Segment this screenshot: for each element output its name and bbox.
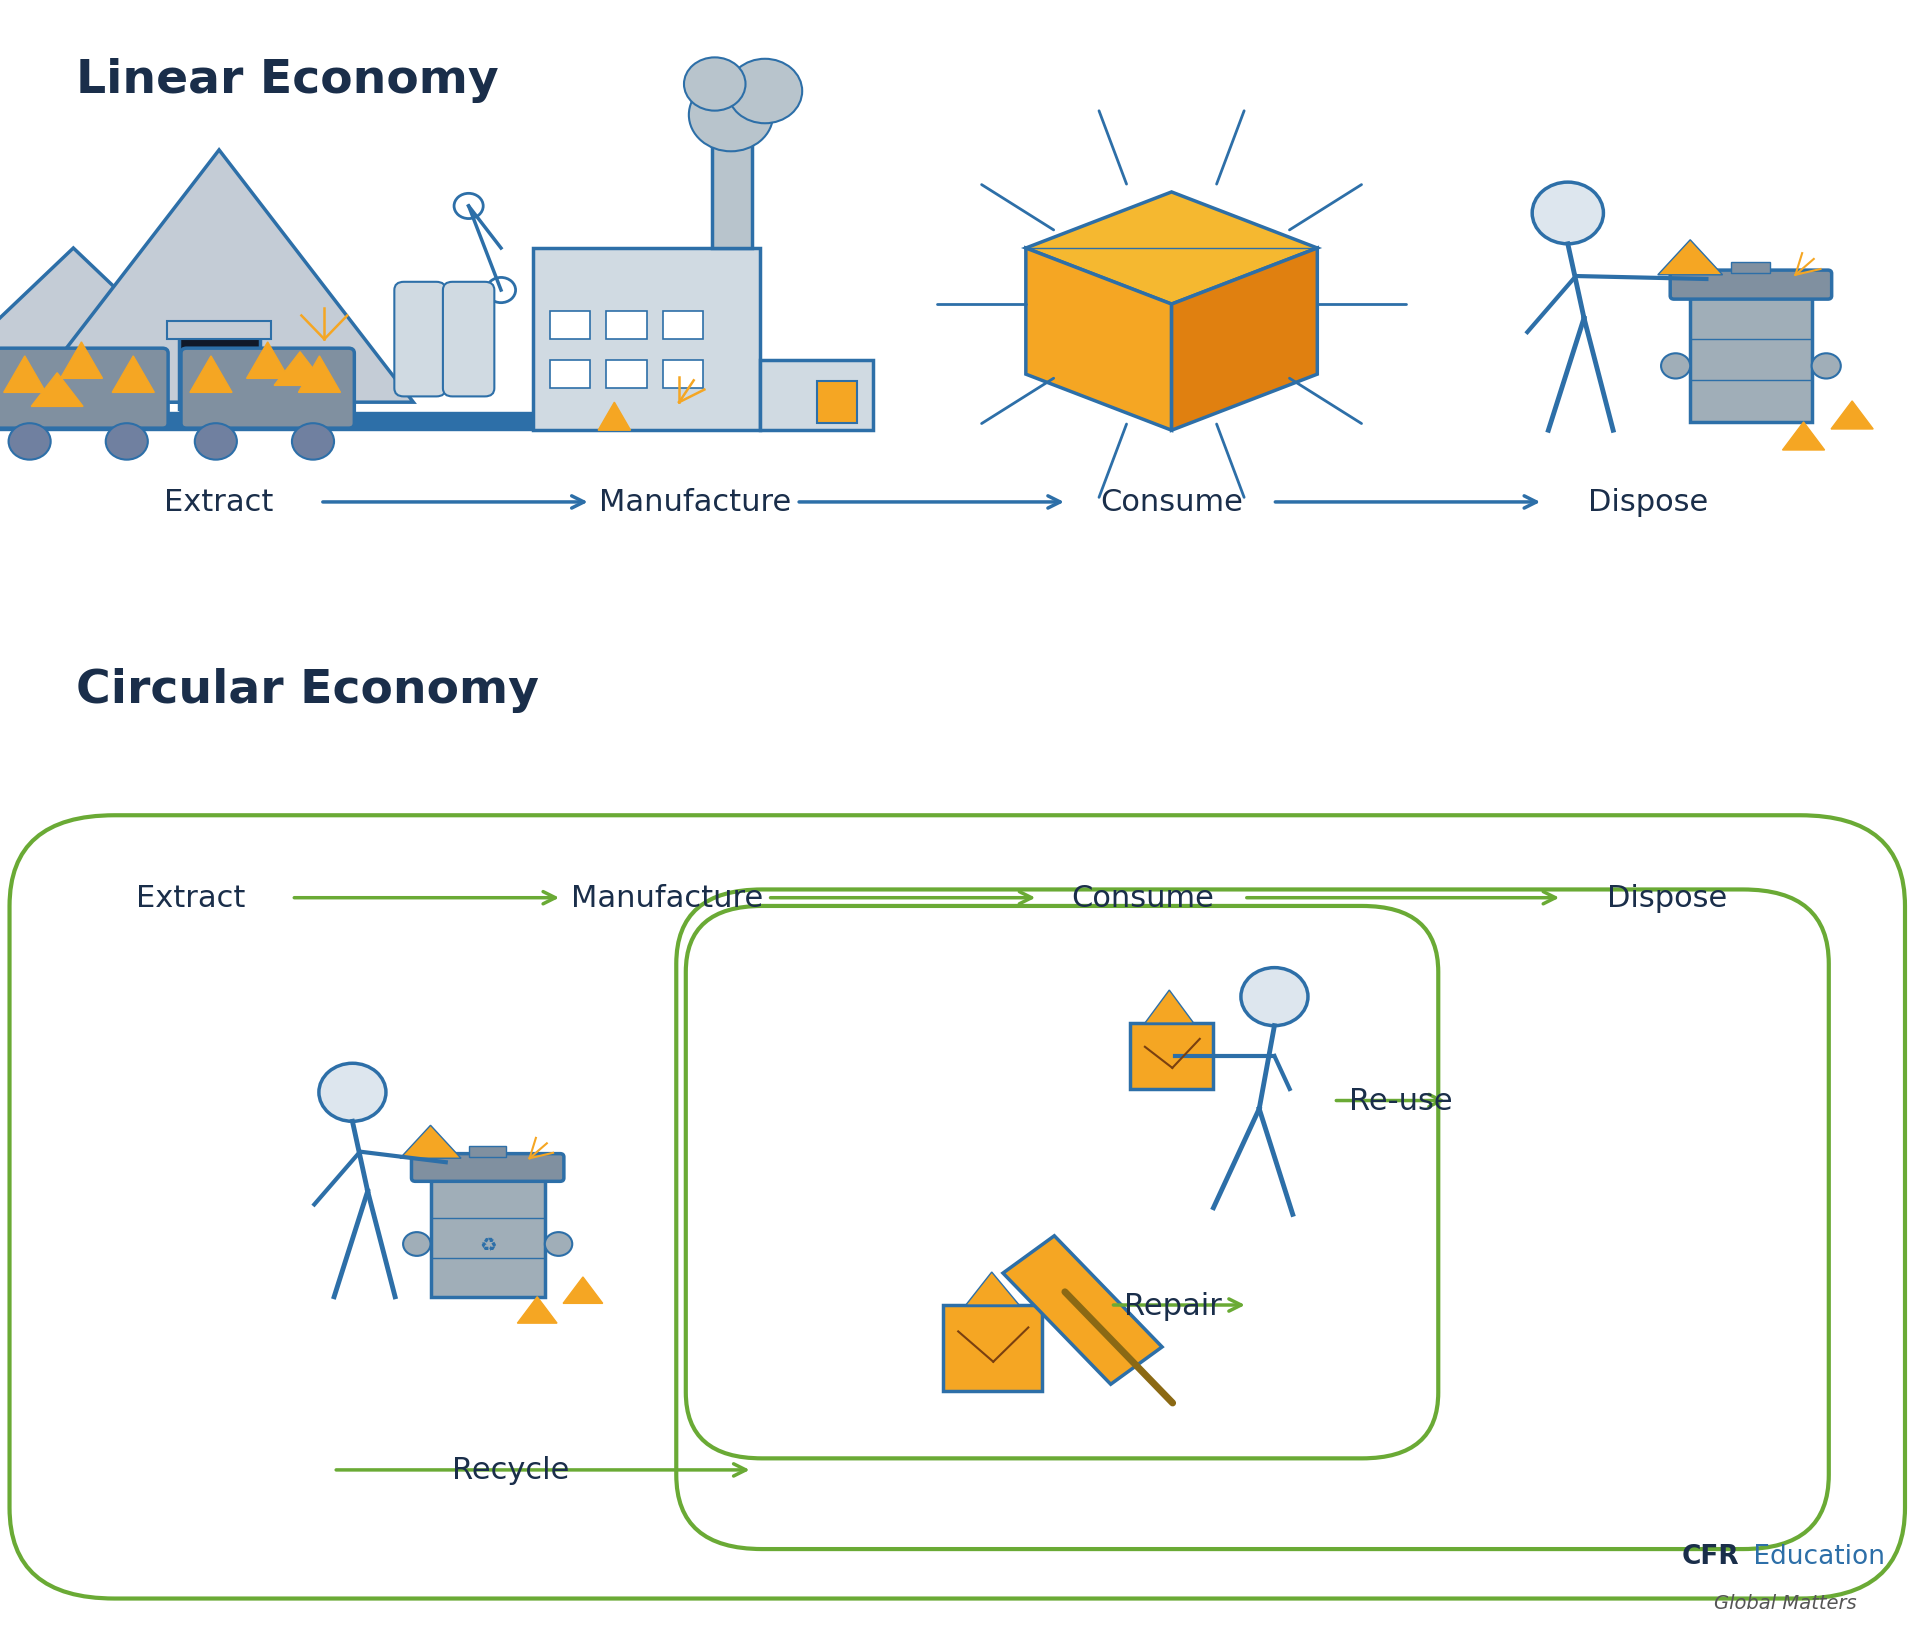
Bar <box>816 382 856 424</box>
Text: ♻: ♻ <box>478 1234 497 1254</box>
Circle shape <box>689 79 774 152</box>
Polygon shape <box>966 1272 1020 1305</box>
Polygon shape <box>4 356 46 394</box>
Bar <box>1732 264 1770 274</box>
Text: Manufacture: Manufacture <box>599 488 791 517</box>
Polygon shape <box>0 249 236 404</box>
Bar <box>760 361 874 432</box>
Text: Linear Economy: Linear Economy <box>77 58 499 102</box>
Text: Global Matters: Global Matters <box>1715 1592 1857 1612</box>
Bar <box>179 333 259 410</box>
Bar <box>712 137 753 249</box>
Circle shape <box>1661 354 1690 379</box>
Text: Consume: Consume <box>1071 883 1215 913</box>
FancyBboxPatch shape <box>180 349 355 428</box>
Circle shape <box>1812 354 1841 379</box>
Circle shape <box>194 424 236 460</box>
Polygon shape <box>1657 241 1722 275</box>
Bar <box>1690 297 1812 424</box>
Polygon shape <box>1002 1236 1162 1384</box>
FancyBboxPatch shape <box>444 283 493 397</box>
Text: Recycle: Recycle <box>451 1455 568 1485</box>
Polygon shape <box>1144 990 1194 1023</box>
Text: Education: Education <box>1745 1543 1885 1569</box>
Text: Manufacture: Manufacture <box>570 883 762 913</box>
Bar <box>468 1147 507 1157</box>
Bar <box>1129 1023 1213 1089</box>
Bar <box>549 361 589 389</box>
Polygon shape <box>1025 193 1317 305</box>
Polygon shape <box>516 1297 557 1323</box>
Text: Dispose: Dispose <box>1607 883 1726 913</box>
Circle shape <box>545 1233 572 1256</box>
Circle shape <box>486 279 516 303</box>
FancyBboxPatch shape <box>394 283 445 397</box>
Circle shape <box>1240 967 1308 1027</box>
Text: Repair: Repair <box>1123 1290 1221 1320</box>
Polygon shape <box>1782 424 1824 452</box>
FancyBboxPatch shape <box>411 1154 564 1182</box>
Bar <box>0 412 543 432</box>
Circle shape <box>8 424 50 460</box>
Polygon shape <box>60 343 102 379</box>
Polygon shape <box>298 356 340 394</box>
Text: Re-use: Re-use <box>1348 1086 1452 1116</box>
Circle shape <box>1532 183 1603 244</box>
Bar <box>607 361 647 389</box>
Circle shape <box>453 194 484 219</box>
Polygon shape <box>25 152 413 404</box>
Bar <box>167 321 271 339</box>
Polygon shape <box>1832 402 1874 430</box>
Polygon shape <box>246 343 288 379</box>
Circle shape <box>403 1233 430 1256</box>
Bar <box>662 361 703 389</box>
Polygon shape <box>399 1126 461 1159</box>
Polygon shape <box>599 404 630 432</box>
Circle shape <box>292 424 334 460</box>
Bar <box>549 311 589 339</box>
Bar <box>534 249 760 432</box>
Bar <box>607 311 647 339</box>
Circle shape <box>319 1063 386 1122</box>
Polygon shape <box>1171 249 1317 432</box>
Bar <box>662 311 703 339</box>
Text: Extract: Extract <box>165 488 275 517</box>
Circle shape <box>728 59 803 124</box>
Bar <box>943 1305 1043 1391</box>
Circle shape <box>106 424 148 460</box>
Text: CFR: CFR <box>1682 1543 1740 1569</box>
Polygon shape <box>31 374 83 407</box>
Polygon shape <box>1025 249 1171 432</box>
Polygon shape <box>111 356 154 394</box>
Text: Dispose: Dispose <box>1588 488 1709 517</box>
Circle shape <box>684 58 745 112</box>
Bar <box>430 1178 545 1297</box>
Text: Extract: Extract <box>136 883 246 913</box>
Polygon shape <box>563 1277 603 1304</box>
FancyBboxPatch shape <box>1670 270 1832 300</box>
Polygon shape <box>275 353 326 386</box>
Text: Circular Economy: Circular Economy <box>77 667 540 712</box>
FancyBboxPatch shape <box>0 349 169 428</box>
Polygon shape <box>190 356 232 394</box>
Text: Consume: Consume <box>1100 488 1242 517</box>
